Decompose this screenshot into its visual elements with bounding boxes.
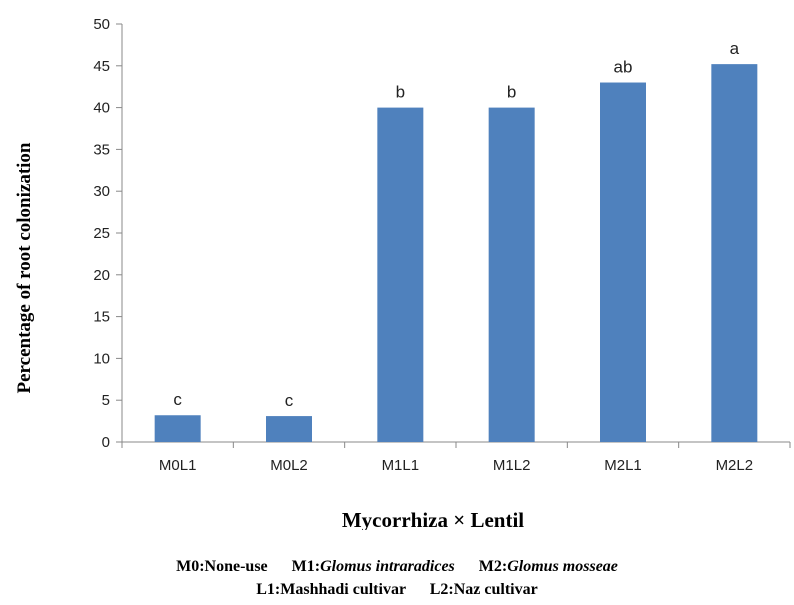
y-tick-label: 30 xyxy=(93,183,110,200)
y-axis-label: Percentage of root colonization xyxy=(14,142,35,393)
data-labels: c c b b ab a xyxy=(173,39,739,410)
bar-m2l1 xyxy=(600,82,646,443)
footnote-key-m2: M2: xyxy=(478,558,508,575)
data-label: b xyxy=(396,83,405,102)
x-axis-label: Mycorrhiza × Lentil xyxy=(342,508,524,530)
footnote-key-m0: M0: xyxy=(176,558,205,575)
bars xyxy=(154,64,758,443)
y-tick-label: 40 xyxy=(93,100,110,117)
footnote-text-l2: Naz cultivar xyxy=(453,581,538,598)
footnote-key-m1: M1: xyxy=(291,558,321,575)
x-tick-label: M2L1 xyxy=(604,457,642,474)
x-tick-label: M1L1 xyxy=(382,457,420,474)
y-tick-label: 10 xyxy=(93,350,110,367)
footnote-text-m2: Glomus mosseae xyxy=(507,558,618,575)
y-tick-label: 15 xyxy=(93,309,110,326)
x-tick-label: M0L1 xyxy=(159,457,197,474)
y-tick-label: 50 xyxy=(93,16,110,33)
footnote-text-m0: None-use xyxy=(204,558,268,575)
x-tick-label: M1L2 xyxy=(493,457,531,474)
bar-m1l1 xyxy=(377,107,424,442)
bar-m2l2 xyxy=(711,64,758,443)
data-label: c xyxy=(173,390,182,409)
y-tick-label: 45 xyxy=(93,58,110,75)
data-label: b xyxy=(507,83,516,102)
data-label: ab xyxy=(614,58,633,77)
y-tick-label: 25 xyxy=(93,225,110,242)
y-tick-label: 5 xyxy=(102,392,110,409)
bar-m1l2 xyxy=(488,107,535,442)
data-label: c xyxy=(285,391,294,410)
x-ticks: M0L1 M0L2 M1L1 M1L2 M2L1 M2L2 xyxy=(121,442,791,474)
y-tick-label: 0 xyxy=(102,434,110,451)
footnote-text-l1: Mashhadi cultivar xyxy=(280,581,406,598)
footnote-line-2: L1:Mashhadi cultivar L2:Naz cultivar xyxy=(0,581,794,599)
x-tick-label: M2L2 xyxy=(716,457,754,474)
bar-chart: 0 5 10 15 20 25 30 35 40 45 50 M0L1 M0L2 M1L1 M1L2 M2L… xyxy=(14,16,791,530)
y-tick-label: 20 xyxy=(93,267,110,284)
bar-m0l1 xyxy=(154,415,201,442)
data-label: a xyxy=(730,39,740,58)
footnote-key-l2: L2: xyxy=(429,581,454,598)
footnote-text-m1: Glomus intraradices xyxy=(320,558,455,575)
footnote-key-l1: L1: xyxy=(256,581,281,598)
x-tick-label: M0L2 xyxy=(270,457,308,474)
y-tick-label: 35 xyxy=(93,141,110,158)
bar-m0l2 xyxy=(266,416,312,442)
y-ticks: 0 5 10 15 20 25 30 35 40 45 50 xyxy=(93,16,122,451)
footnote-line-1: M0:None-use M1:Glomus intraradices M2:Gl… xyxy=(0,558,794,576)
